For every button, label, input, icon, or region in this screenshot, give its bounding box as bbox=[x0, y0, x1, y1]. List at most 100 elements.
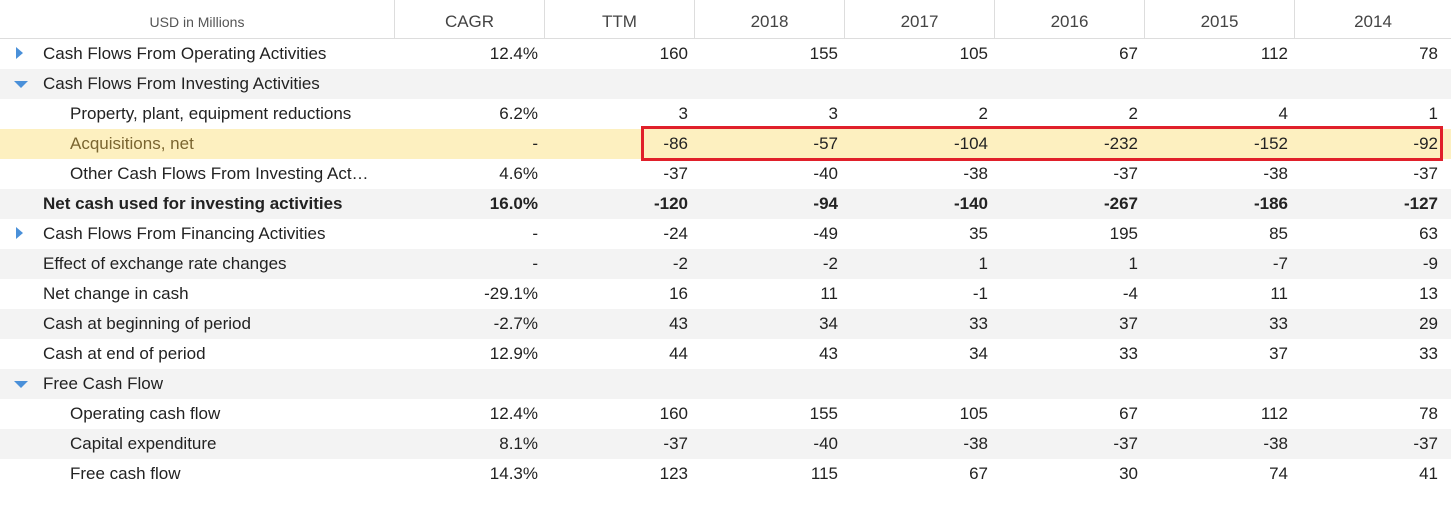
row-value-2018: -94 bbox=[813, 194, 838, 213]
expand-arrow-icon[interactable] bbox=[0, 39, 23, 69]
row-label: Cash Flows From Financing Activities bbox=[43, 224, 326, 243]
row-value-ttm: 160 bbox=[659, 404, 688, 423]
row-label: Acquisitions, net bbox=[70, 134, 194, 153]
row-value-2015: 74 bbox=[1269, 464, 1288, 483]
row-value-2016: 2 bbox=[1128, 104, 1138, 123]
row-value-cagr bbox=[398, 69, 538, 99]
row-value-2016: -4 bbox=[1122, 284, 1138, 303]
row-value-2014: 78 bbox=[1419, 44, 1438, 63]
table-row[interactable]: Operating cash flow 12.4% 160 155 105 67 112 78 bbox=[0, 399, 1451, 429]
row-value-2017: 34 bbox=[969, 344, 988, 363]
row-value-cagr: -29.1% bbox=[484, 284, 538, 303]
row-value-2018: 3 bbox=[828, 104, 838, 123]
row-value-ttm: -2 bbox=[672, 254, 688, 273]
row-value-2015: -38 bbox=[1263, 434, 1288, 453]
table-row[interactable]: Cash Flows From Financing Activities - -24… bbox=[0, 219, 1451, 249]
row-value-2017: 67 bbox=[969, 464, 988, 483]
row-value-cagr: 6.2% bbox=[499, 104, 538, 123]
row-value-2014: 63 bbox=[1419, 224, 1438, 243]
collapse-arrow-icon[interactable] bbox=[0, 369, 28, 399]
row-value-2017 bbox=[848, 69, 988, 99]
row-value-ttm: -120 bbox=[653, 194, 688, 213]
row-label: Cash at beginning of period bbox=[43, 314, 251, 333]
row-value-cagr bbox=[398, 369, 538, 399]
row-value-cagr: 8.1% bbox=[499, 434, 538, 453]
row-value-2018 bbox=[698, 369, 838, 399]
table-row[interactable]: Cash at beginning of period -2.7% 43 34 33 37… bbox=[0, 309, 1451, 339]
table-row[interactable]: Cash at end of period 12.9% 44 43 34 33 37 33 bbox=[0, 339, 1451, 369]
row-value-2016: 67 bbox=[1119, 44, 1138, 63]
table-row[interactable]: Free Cash Flow bbox=[0, 369, 1451, 399]
row-value-2016 bbox=[998, 69, 1138, 99]
row-value-2017 bbox=[848, 369, 988, 399]
row-value-cagr: 12.4% bbox=[489, 404, 538, 423]
row-value-2016 bbox=[998, 369, 1138, 399]
table-row[interactable]: Acquisitions, net - -86 -57 -104 -232 -152 -92 bbox=[0, 129, 1451, 159]
column-header-cagr[interactable]: CAGR bbox=[395, 0, 545, 38]
table-row[interactable]: Property, plant, equipment reductions 6.2… bbox=[0, 99, 1451, 129]
row-value-cagr: 14.3% bbox=[489, 464, 538, 483]
row-value-ttm bbox=[548, 369, 688, 399]
row-value-2015: -7 bbox=[1272, 254, 1288, 273]
row-value-2017: 105 bbox=[959, 44, 988, 63]
row-value-2017: -104 bbox=[953, 134, 988, 153]
row-label: Effect of exchange rate changes bbox=[43, 254, 287, 273]
table-row[interactable]: Effect of exchange rate changes - -2 -2 1 1 -7… bbox=[0, 249, 1451, 279]
row-value-2018 bbox=[698, 69, 838, 99]
row-value-cagr: 12.4% bbox=[489, 44, 538, 63]
row-value-2016: -37 bbox=[1113, 434, 1138, 453]
row-label: Free Cash Flow bbox=[43, 374, 163, 393]
row-label: Property, plant, equipment reductions bbox=[70, 104, 352, 123]
table-row[interactable]: Net change in cash -29.1% 16 11 -1 -4 11 13 bbox=[0, 279, 1451, 309]
units-label: USD in Millions bbox=[0, 0, 395, 38]
row-value-cagr: - bbox=[532, 134, 538, 153]
row-value-2018: 115 bbox=[810, 464, 838, 483]
column-header-2015[interactable]: 2015 bbox=[1145, 0, 1295, 38]
row-value-2014: 13 bbox=[1419, 284, 1438, 303]
row-value-2015: 11 bbox=[1270, 284, 1288, 303]
row-value-2016: -37 bbox=[1113, 164, 1138, 183]
row-label: Net change in cash bbox=[43, 284, 189, 303]
column-header-ttm[interactable]: TTM bbox=[545, 0, 695, 38]
table-row[interactable]: Cash Flows From Operating Activities 12.4… bbox=[0, 39, 1451, 69]
row-value-2014: -92 bbox=[1413, 134, 1438, 153]
column-header-2017[interactable]: 2017 bbox=[845, 0, 995, 38]
row-value-2016: 67 bbox=[1119, 404, 1138, 423]
table-row[interactable]: Capital expenditure 8.1% -37 -40 -38 -37 -38 -3… bbox=[0, 429, 1451, 459]
row-label: Capital expenditure bbox=[70, 434, 217, 453]
row-label: Cash Flows From Investing Activities bbox=[43, 74, 320, 93]
row-label: Net cash used for investing activities bbox=[43, 194, 343, 213]
row-value-cagr: -2.7% bbox=[493, 314, 538, 333]
row-value-2014: 33 bbox=[1419, 344, 1438, 363]
row-value-2017: -38 bbox=[963, 434, 988, 453]
row-value-2015: 4 bbox=[1278, 104, 1288, 123]
row-label: Operating cash flow bbox=[70, 404, 221, 423]
row-value-2018: -40 bbox=[813, 164, 838, 183]
row-value-2017: 1 bbox=[978, 254, 988, 273]
row-value-2014: 29 bbox=[1419, 314, 1438, 333]
row-value-2018: 43 bbox=[819, 344, 838, 363]
column-header-2016[interactable]: 2016 bbox=[995, 0, 1145, 38]
row-value-2017: -38 bbox=[963, 164, 988, 183]
row-value-2014: 78 bbox=[1419, 404, 1438, 423]
row-value-ttm: 16 bbox=[669, 284, 688, 303]
row-value-ttm: -86 bbox=[663, 134, 688, 153]
row-value-2018: -40 bbox=[813, 434, 838, 453]
table-row[interactable]: Free cash flow 14.3% 123 115 67 30 74 41 bbox=[0, 459, 1451, 489]
table-row[interactable]: Net cash used for investing activities 16… bbox=[0, 189, 1451, 219]
row-value-2016: 195 bbox=[1109, 224, 1138, 243]
row-label: Cash Flows From Operating Activities bbox=[43, 44, 327, 63]
collapse-arrow-icon[interactable] bbox=[0, 69, 28, 99]
row-value-2018: 155 bbox=[809, 404, 838, 423]
column-header-2014[interactable]: 2014 bbox=[1354, 12, 1392, 31]
row-value-2015: 37 bbox=[1269, 344, 1288, 363]
row-value-ttm bbox=[548, 69, 688, 99]
expand-arrow-icon[interactable] bbox=[0, 219, 23, 249]
table-row[interactable]: Cash Flows From Investing Activities bbox=[0, 69, 1451, 99]
table-row[interactable]: Other Cash Flows From Investing Act… 4.6%… bbox=[0, 159, 1451, 189]
row-value-cagr: 4.6% bbox=[499, 164, 538, 183]
row-value-2015 bbox=[1148, 369, 1288, 399]
column-header-2018[interactable]: 2018 bbox=[695, 0, 845, 38]
row-value-2014: 41 bbox=[1419, 464, 1438, 483]
row-value-cagr: 12.9% bbox=[489, 344, 538, 363]
